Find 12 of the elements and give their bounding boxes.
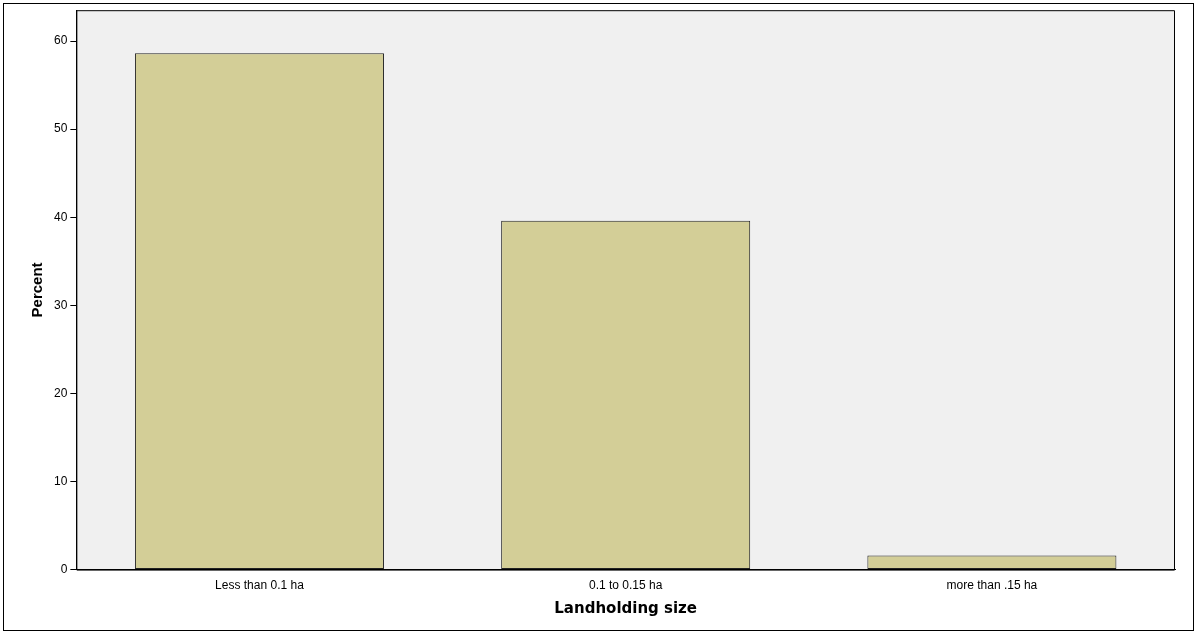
x-tick-label: more than .15 ha bbox=[946, 578, 1038, 593]
x-tick-label: 0.1 to 0.15 ha bbox=[588, 578, 663, 593]
y-tick-label: 0 bbox=[60, 561, 68, 576]
x-tick-label: Less than 0.1 ha bbox=[215, 578, 305, 593]
y-tick-label: 50 bbox=[53, 121, 68, 136]
y-tick-label: 60 bbox=[53, 33, 68, 48]
y-axis-title: Percent bbox=[28, 262, 46, 318]
y-tick-label: 20 bbox=[53, 385, 68, 400]
y-tick-label: 10 bbox=[53, 473, 68, 488]
x-axis-title: Landholding size bbox=[554, 598, 698, 617]
y-tick-label: 40 bbox=[53, 209, 68, 224]
y-tick-label: 30 bbox=[53, 297, 68, 312]
